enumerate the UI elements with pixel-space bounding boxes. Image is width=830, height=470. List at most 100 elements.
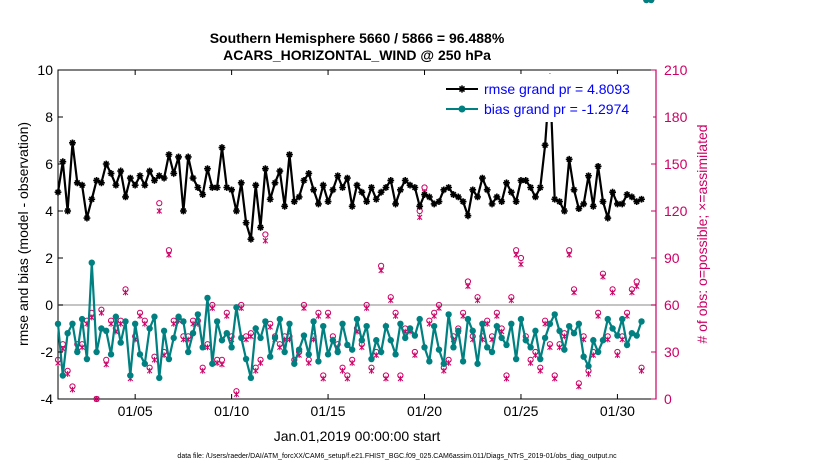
bias-point: [180, 318, 187, 325]
bias-point: [474, 360, 481, 367]
bias-point: [165, 355, 173, 363]
bias-point: [426, 358, 433, 365]
bias-point: [599, 337, 607, 344]
obs-assimilated-point: [122, 289, 129, 296]
bias-point: [522, 337, 529, 344]
bias-point: [310, 318, 317, 325]
rmse-point: [483, 186, 491, 194]
obs-assimilated-point: [267, 324, 273, 330]
bias-point: [59, 372, 67, 379]
bias-point: [623, 341, 631, 349]
rmse-point: [575, 205, 583, 213]
rmse-point: [295, 193, 303, 201]
bias-point: [387, 337, 394, 344]
obs-assimilated-point: [306, 360, 312, 366]
obs-assimilated-point: [199, 367, 206, 374]
bias-point: [329, 337, 337, 344]
rmse-point: [541, 141, 549, 149]
rmse-point: [343, 174, 351, 182]
obs-assimilated-point: [204, 344, 211, 351]
obs-assimilated-point: [576, 383, 582, 390]
bias-point: [146, 325, 153, 332]
bias-point: [300, 332, 308, 339]
rmse-point: [126, 174, 134, 182]
rmse-point: [633, 198, 641, 205]
obs-assimilated-point: [55, 360, 61, 366]
rmse-point: [276, 167, 284, 175]
obs-assimilated-point: [527, 360, 534, 366]
bias-point: [469, 327, 476, 335]
bias-point: [315, 358, 322, 365]
rmse-point: [233, 207, 240, 215]
bias-point: [194, 311, 202, 318]
rmse-point: [261, 165, 269, 173]
bias-point: [103, 327, 110, 335]
obs-possible-point: [262, 231, 269, 238]
rmse-point: [122, 193, 129, 201]
obs-assimilated-point: [518, 261, 524, 268]
rmse-point: [604, 214, 612, 222]
bias-point: [156, 374, 163, 382]
bias-point: [213, 318, 221, 325]
bias-point: [633, 332, 640, 339]
rmse-point: [618, 200, 626, 208]
rmse-point: [218, 144, 226, 151]
rmse-point: [69, 139, 76, 147]
obs-assimilated-point: [605, 336, 611, 343]
rmse-point: [638, 195, 645, 203]
y-right-tick-label: 90: [664, 250, 680, 266]
bias-point: [421, 344, 428, 351]
rmse-point: [493, 193, 501, 201]
obs-assimilated-point: [532, 352, 539, 359]
bias-point: [488, 348, 496, 356]
bias-point: [334, 348, 341, 356]
bias-point: [373, 337, 380, 344]
rmse-point: [488, 200, 496, 208]
bias-point: [122, 318, 129, 325]
rmse-point: [599, 198, 607, 205]
rmse-point: [175, 153, 182, 161]
y-right-tick-label: 210: [664, 62, 688, 78]
rmse-point: [580, 200, 588, 208]
bias-point: [170, 334, 177, 342]
bias-point: [69, 320, 76, 327]
obs-assimilated-point: [151, 356, 158, 363]
bias-point: [493, 322, 501, 330]
y-right-tick-label: 0: [664, 391, 672, 407]
bias-point: [580, 353, 587, 360]
bias-point: [93, 348, 100, 356]
rmse-point: [411, 184, 419, 191]
rmse-point: [459, 198, 467, 205]
rmse-point: [469, 186, 477, 194]
rmse-point: [213, 184, 221, 191]
bias-point: [503, 341, 510, 349]
obs-assimilated-point: [566, 251, 572, 258]
rmse-point: [551, 195, 559, 203]
bias-point: [54, 320, 62, 327]
bias-point: [151, 313, 158, 320]
bias-point: [74, 348, 81, 356]
bias-point: [609, 325, 616, 332]
rmse-point: [454, 193, 462, 201]
rmse-point: [93, 177, 100, 184]
obs-assimilated-point: [248, 333, 254, 340]
bias-point: [585, 362, 592, 370]
obs-assimilated-point: [431, 313, 437, 319]
rmse-point: [474, 193, 481, 201]
x-tick-label: 01/25: [503, 403, 538, 419]
bias-point: [628, 330, 636, 337]
rmse-point: [64, 207, 72, 215]
legend-bias-marker: [458, 105, 466, 113]
bias-point: [286, 320, 293, 327]
rmse-point: [498, 198, 506, 205]
y-right-tick-label: 30: [664, 344, 680, 360]
legend-bias-label: bias grand pr = -1.2974: [484, 101, 629, 117]
bias-point: [223, 330, 230, 337]
chart-title-line1: Southern Hemisphere 5660 / 5866 = 96.488…: [210, 30, 505, 46]
rmse-point: [522, 177, 530, 184]
bias-point: [276, 315, 284, 323]
bias-point: [561, 346, 568, 353]
bias-point: [358, 337, 366, 344]
legend: rmse grand pr = 4.8093 bias grand pr = -…: [441, 74, 653, 122]
rmse-point: [237, 179, 245, 187]
